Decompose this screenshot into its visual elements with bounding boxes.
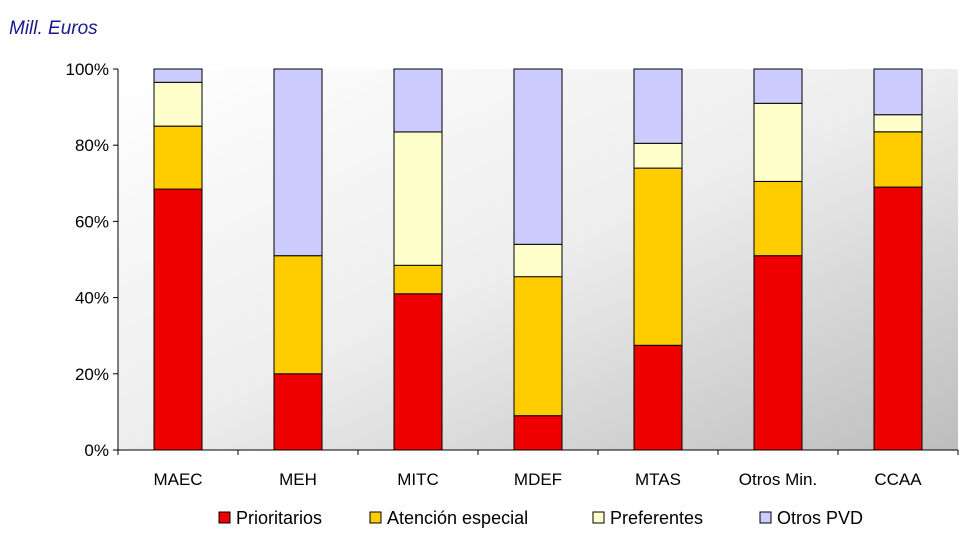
bar-segment-1-6 [873,131,923,188]
bar-segment-2-4 [633,142,683,169]
y-tick-label: 40% [75,289,109,308]
bar-segment-3-0 [153,68,203,83]
x-tick-label: CCAA [874,470,922,489]
bar-segment-1-3 [513,276,563,417]
y-tick-label: 20% [75,365,109,384]
x-tick-label: Otros Min. [739,470,817,489]
bar-segment-1-4 [633,167,683,346]
legend: Prioritarios Atención especial Preferentes… [218,508,863,528]
legend-label: Otros PVD [777,508,863,528]
bar-segment-3-4 [633,68,683,144]
y-tick-label: 100% [66,60,109,79]
legend-label: Prioritarios [236,508,322,528]
bar-segment-0-4 [633,344,683,451]
chart-unit-label: Mill. Euros [9,18,98,39]
legend-swatch [592,511,605,524]
y-tick-label: 0% [84,441,109,460]
bar-segment-3-6 [873,68,923,116]
bar-segment-1-1 [273,255,323,375]
x-tick-label: MITC [397,470,439,489]
bar-segment-0-3 [513,415,563,451]
bar-segment-2-2 [393,131,443,266]
bar-segment-0-1 [273,373,323,451]
bar-segment-0-6 [873,186,923,451]
bar-segment-2-3 [513,243,563,278]
x-tick-label: MDEF [514,470,562,489]
bar-segment-0-5 [753,255,803,451]
bar-segment-0-2 [393,293,443,451]
x-tick-label: MAEC [153,470,202,489]
legend-swatch [759,511,772,524]
legend-swatch [369,511,382,524]
bar-segment-3-3 [513,68,563,245]
bars-layer [153,68,923,451]
legend-swatch [218,511,231,524]
bar-segment-3-2 [393,68,443,133]
bar-segment-1-0 [153,125,203,190]
bar-segment-2-5 [753,102,803,182]
legend-label: Preferentes [610,508,703,528]
x-tick-label: MEH [279,470,317,489]
y-tick-label: 80% [75,136,109,155]
bar-segment-1-5 [753,180,803,257]
bar-segment-3-5 [753,68,803,104]
x-tick-label: MTAS [635,470,681,489]
bar-segment-2-6 [873,114,923,133]
bar-segment-3-1 [273,68,323,257]
legend-label: Atención especial [387,508,528,528]
axes-layer: 0% 20% 40% 60% 80% 100% MAEC MEH MITC MDEF MTAS Otr… [66,60,959,489]
bar-segment-2-0 [153,81,203,127]
bar-segment-1-2 [393,264,443,295]
y-tick-label: 60% [75,212,109,231]
bar-segment-0-0 [153,188,203,451]
